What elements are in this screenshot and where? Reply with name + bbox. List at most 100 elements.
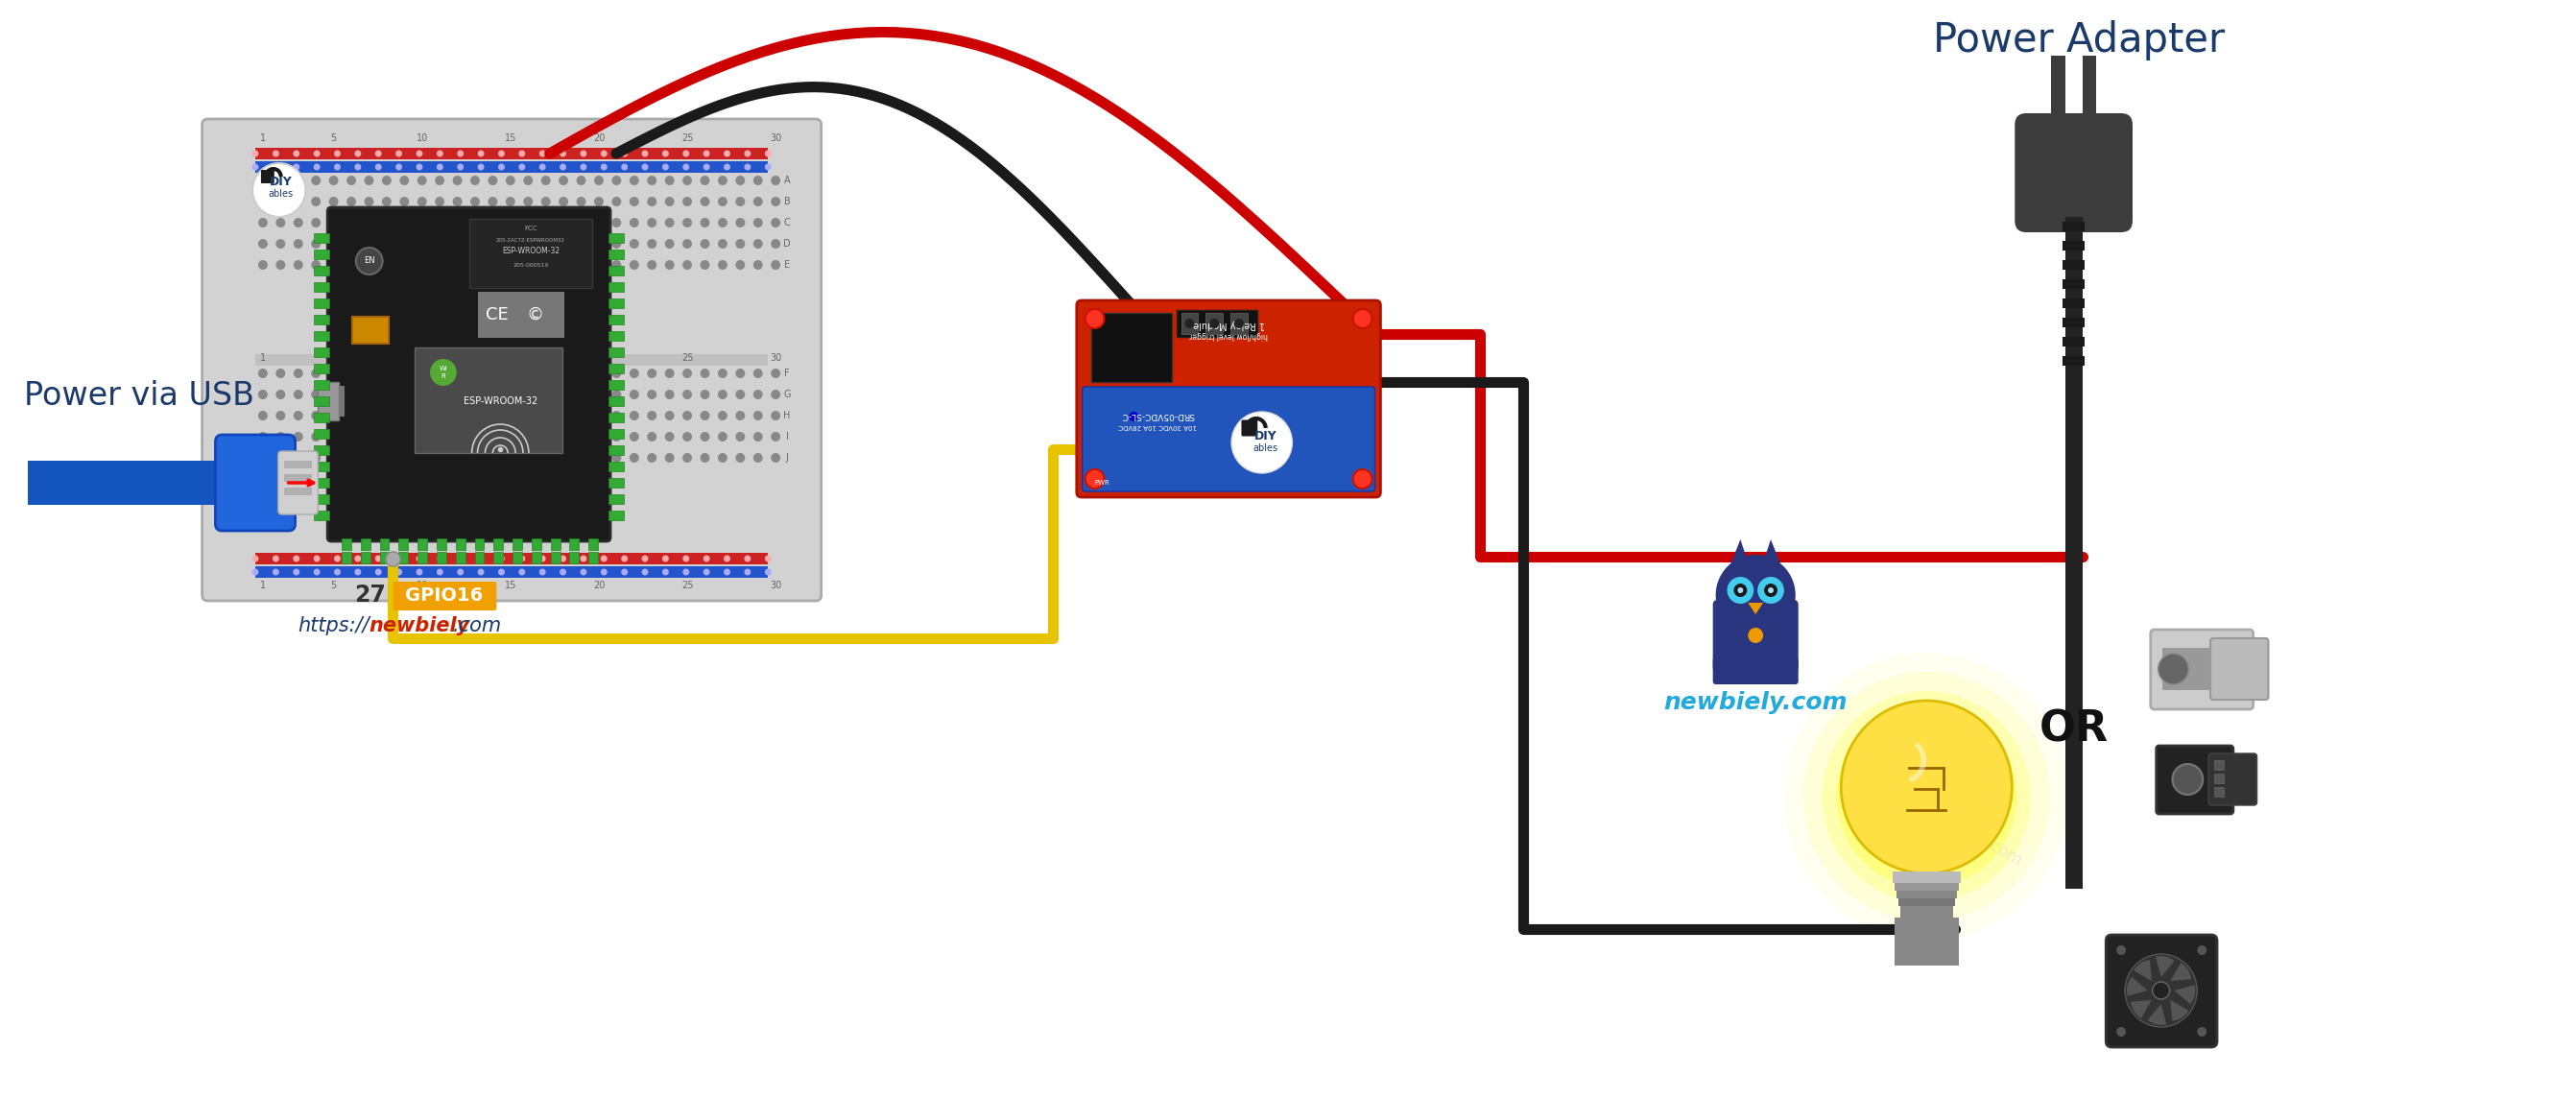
Circle shape — [312, 176, 319, 186]
Circle shape — [355, 569, 361, 575]
Bar — [314, 429, 330, 438]
Bar — [417, 538, 428, 550]
Circle shape — [600, 150, 608, 157]
Circle shape — [770, 369, 781, 378]
Circle shape — [505, 390, 515, 400]
Circle shape — [2172, 764, 2202, 795]
Circle shape — [505, 432, 515, 441]
Circle shape — [330, 197, 337, 206]
Text: FCC: FCC — [523, 225, 538, 232]
Circle shape — [683, 432, 693, 441]
Circle shape — [397, 569, 402, 575]
Circle shape — [577, 411, 585, 421]
Circle shape — [487, 197, 497, 206]
Text: G: G — [783, 390, 791, 400]
Circle shape — [523, 176, 533, 186]
Circle shape — [314, 164, 319, 170]
Circle shape — [683, 197, 693, 206]
Circle shape — [621, 556, 629, 562]
Text: SRD-05VDC-SL-C: SRD-05VDC-SL-C — [1121, 411, 1193, 419]
Circle shape — [719, 453, 726, 462]
Text: 1: 1 — [260, 581, 265, 591]
Text: 25: 25 — [680, 134, 693, 143]
Bar — [608, 396, 623, 406]
Circle shape — [477, 150, 484, 157]
Circle shape — [453, 390, 461, 400]
Text: high/low level trigger: high/low level trigger — [1190, 332, 1267, 339]
Bar — [608, 413, 623, 423]
Circle shape — [381, 197, 392, 206]
Circle shape — [629, 239, 639, 248]
FancyBboxPatch shape — [327, 208, 611, 541]
Circle shape — [417, 390, 428, 400]
Circle shape — [348, 176, 355, 186]
Bar — [255, 567, 768, 578]
Bar — [608, 299, 623, 309]
Circle shape — [381, 453, 392, 462]
Circle shape — [312, 217, 319, 227]
Circle shape — [559, 390, 569, 400]
Circle shape — [719, 390, 726, 400]
Circle shape — [683, 217, 693, 227]
Bar — [587, 538, 598, 550]
Circle shape — [399, 411, 410, 421]
Circle shape — [312, 239, 319, 248]
Circle shape — [505, 239, 515, 248]
Circle shape — [487, 260, 497, 270]
Text: https://: https:// — [430, 336, 484, 350]
Bar — [314, 478, 330, 488]
Circle shape — [258, 260, 268, 270]
Circle shape — [1785, 652, 2069, 941]
Bar — [28, 461, 232, 505]
Circle shape — [683, 453, 693, 462]
Circle shape — [456, 164, 464, 170]
Circle shape — [399, 369, 410, 378]
Circle shape — [595, 260, 603, 270]
Circle shape — [330, 432, 337, 441]
Circle shape — [330, 239, 337, 248]
Text: OR: OR — [2040, 709, 2107, 750]
Circle shape — [1821, 691, 2030, 903]
Circle shape — [595, 176, 603, 186]
Circle shape — [487, 432, 497, 441]
Wedge shape — [2148, 1004, 2166, 1026]
Circle shape — [770, 411, 781, 421]
Circle shape — [647, 260, 657, 270]
Circle shape — [577, 197, 585, 206]
Text: DIY: DIY — [270, 176, 291, 188]
Circle shape — [665, 239, 675, 248]
Circle shape — [276, 217, 286, 227]
Circle shape — [647, 239, 657, 248]
Circle shape — [665, 390, 675, 400]
Bar — [456, 538, 466, 550]
Circle shape — [363, 369, 374, 378]
Circle shape — [629, 217, 639, 227]
Circle shape — [559, 453, 569, 462]
Circle shape — [453, 239, 461, 248]
Circle shape — [559, 569, 567, 575]
Circle shape — [505, 197, 515, 206]
Text: .com: .com — [546, 336, 582, 350]
Circle shape — [1757, 576, 1785, 604]
Circle shape — [611, 453, 621, 462]
FancyBboxPatch shape — [2151, 629, 2254, 709]
Circle shape — [737, 453, 744, 462]
Circle shape — [497, 164, 505, 170]
Circle shape — [417, 432, 428, 441]
Text: https://: https:// — [299, 616, 368, 636]
Circle shape — [471, 176, 479, 186]
Circle shape — [487, 411, 497, 421]
Text: 30: 30 — [770, 581, 781, 591]
Circle shape — [477, 556, 484, 562]
Bar — [1090, 313, 1172, 382]
Text: GPIO16: GPIO16 — [404, 587, 484, 605]
Bar — [469, 219, 592, 288]
Text: CE: CE — [487, 306, 510, 324]
Bar — [314, 363, 330, 373]
Circle shape — [330, 176, 337, 186]
Circle shape — [453, 432, 461, 441]
Circle shape — [252, 556, 258, 562]
Text: 15: 15 — [505, 581, 515, 591]
Circle shape — [559, 432, 569, 441]
Circle shape — [523, 239, 533, 248]
